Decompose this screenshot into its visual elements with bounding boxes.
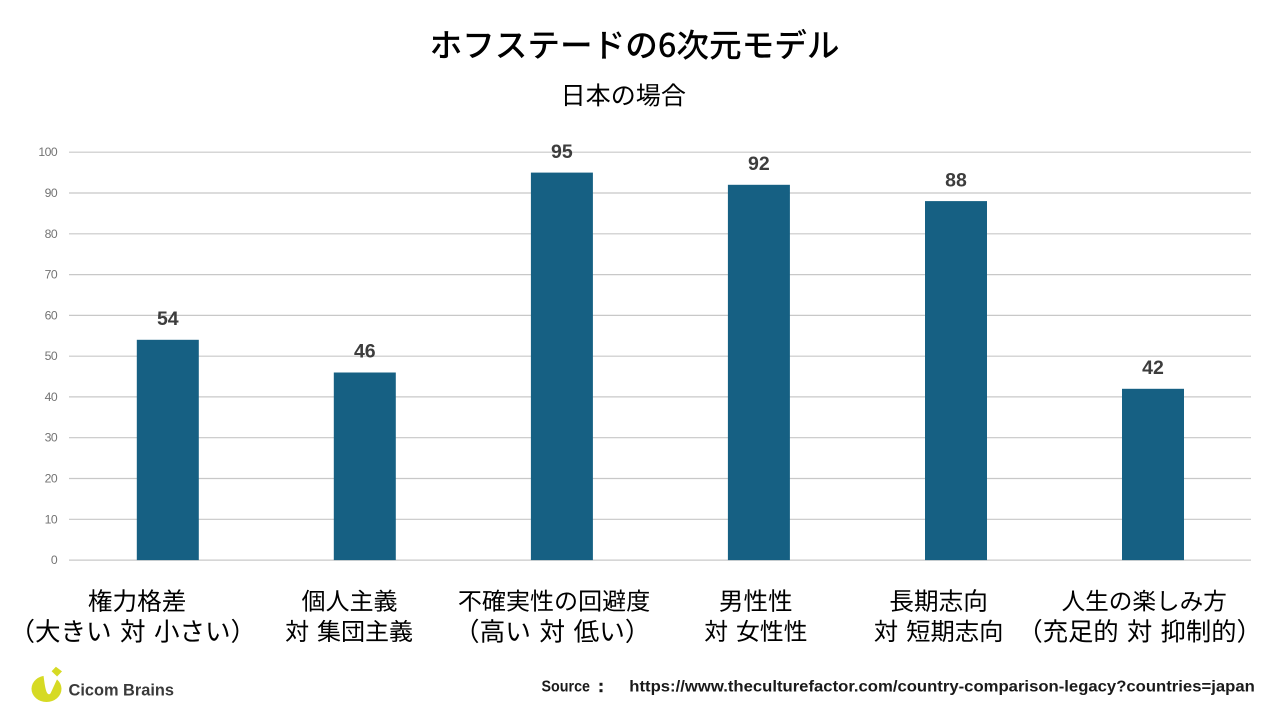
svg-text:30: 30 <box>45 431 58 445</box>
svg-text:95: 95 <box>551 141 573 163</box>
svg-text:40: 40 <box>45 390 58 404</box>
svg-text:50: 50 <box>45 349 58 363</box>
svg-text:Cicom Brains: Cicom Brains <box>69 680 175 699</box>
svg-text:https://www.theculturefactor.c: https://www.theculturefactor.com/country… <box>629 679 1255 696</box>
svg-text:42: 42 <box>1142 357 1164 379</box>
svg-text:100: 100 <box>38 145 58 159</box>
svg-text:60: 60 <box>45 308 58 322</box>
svg-text:90: 90 <box>45 186 58 200</box>
svg-text:20: 20 <box>45 472 58 486</box>
svg-text:46: 46 <box>354 341 376 363</box>
svg-text:70: 70 <box>45 268 58 282</box>
svg-text:80: 80 <box>45 227 58 241</box>
svg-text:88: 88 <box>945 169 967 191</box>
svg-text:Source: Source <box>542 679 591 696</box>
svg-text:0: 0 <box>51 553 58 567</box>
svg-text:10: 10 <box>45 512 58 526</box>
svg-text:54: 54 <box>157 308 179 330</box>
svg-text:92: 92 <box>748 153 770 175</box>
